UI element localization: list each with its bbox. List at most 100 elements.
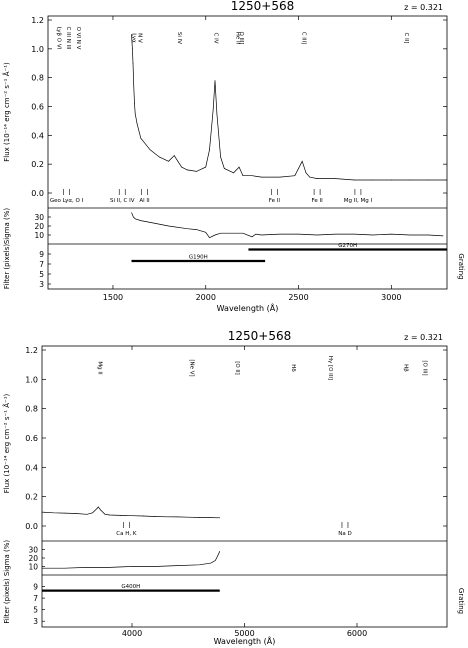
emission-line-label: C III N III bbox=[65, 27, 71, 50]
emission-line-label: [O II] bbox=[234, 361, 240, 375]
flux-data-point bbox=[196, 171, 197, 172]
flux-y-tick-label: 1.2 bbox=[31, 16, 44, 25]
flux-data-point bbox=[309, 176, 311, 178]
flux-data-point bbox=[210, 517, 212, 518]
x-tick-label: 1500 bbox=[103, 293, 123, 302]
flux-y-tick-label: 0.4 bbox=[31, 131, 44, 140]
flux-data-point bbox=[316, 178, 318, 179]
sigma-axis-label: Sigma (%) bbox=[3, 208, 11, 245]
flux-data-point bbox=[301, 160, 303, 162]
absorption-line-label: Ca H, K bbox=[116, 531, 137, 537]
flux-y-tick-label: 0.6 bbox=[25, 434, 38, 443]
flux-data-point bbox=[136, 123, 138, 125]
sigma-line bbox=[131, 212, 444, 239]
flux-data-point bbox=[131, 515, 133, 517]
flux-data-point bbox=[205, 166, 207, 168]
emission-line-label: [Ne V] bbox=[189, 359, 195, 376]
flux-data-point bbox=[154, 516, 155, 517]
plot-frame bbox=[41, 345, 448, 628]
absorption-line-label: Geo Lyα, O I bbox=[50, 198, 84, 204]
absorption-line-label: Fe II bbox=[311, 198, 323, 204]
emission-line-label: Si IV bbox=[176, 32, 182, 44]
absorption-line-label: Na D bbox=[338, 531, 351, 537]
absorption-marker bbox=[123, 522, 130, 528]
flux-data-point bbox=[149, 149, 151, 151]
flux-y-tick-label: 1.0 bbox=[31, 45, 44, 54]
flux-data-point bbox=[233, 172, 234, 174]
flux-data-point bbox=[165, 516, 167, 518]
x-axis-label: Wavelength (Å) bbox=[217, 302, 279, 313]
grating-name-label: G190H bbox=[189, 255, 208, 261]
filter-y-tick-label: 7 bbox=[39, 260, 44, 269]
flux-data-point bbox=[104, 513, 106, 515]
flux-data-point bbox=[132, 62, 134, 64]
flux-data-point bbox=[86, 513, 88, 515]
x-tick-label: 3000 bbox=[381, 293, 401, 302]
x-tick-label: 4000 bbox=[122, 629, 142, 638]
flux-data-point bbox=[251, 175, 253, 177]
flux-data-point bbox=[64, 512, 65, 514]
flux-data-point bbox=[142, 515, 144, 517]
sigma-y-tick-label: 30 bbox=[34, 213, 44, 222]
x-tick-label: 2000 bbox=[196, 293, 216, 302]
flux-data-point bbox=[294, 175, 296, 177]
emission-line-label: [O III] bbox=[421, 360, 427, 375]
flux-y-tick-label: 1.0 bbox=[25, 375, 38, 384]
flux-data-point bbox=[109, 514, 110, 516]
flux-data-point bbox=[446, 179, 448, 181]
flux-data-point bbox=[181, 166, 182, 168]
absorption-line-label: Si II, C IV bbox=[110, 198, 135, 204]
absorption-marker bbox=[118, 189, 126, 195]
spectrum-chart-uv: 1250+568 z = 0.321 0.0 0.2 0.4 0.6 0.8 1.0 1.2 Fl… bbox=[2, 0, 465, 313]
flux-data-point bbox=[409, 179, 411, 181]
filter-axis-label: Filter (pixels) bbox=[3, 244, 11, 290]
sigma-y-tick-label: 20 bbox=[34, 222, 44, 231]
flux-data-point bbox=[428, 179, 429, 181]
emission-line-label: O VI N V bbox=[75, 27, 81, 50]
flux-y-tick-label: 1.2 bbox=[25, 346, 38, 355]
absorption-line-label: Al II bbox=[139, 198, 150, 204]
flux-data-point bbox=[261, 176, 262, 178]
flux-data-point bbox=[199, 517, 200, 518]
flux-y-tick-label: 0.8 bbox=[31, 74, 44, 83]
sigma-y-tick-label: 10 bbox=[28, 563, 38, 572]
flux-data-point bbox=[390, 179, 392, 181]
redshift-label: z = 0.321 bbox=[404, 333, 443, 342]
flux-data-point bbox=[186, 169, 188, 171]
filter-y-tick-label: 7 bbox=[33, 594, 38, 603]
absorption-marker bbox=[313, 189, 321, 195]
grating-axis-label: Grating bbox=[457, 253, 465, 279]
absorption-marker bbox=[141, 189, 148, 195]
flux-data-point bbox=[353, 179, 355, 181]
flux-data-point bbox=[158, 156, 160, 158]
flux-y-tick-label: 0.4 bbox=[25, 463, 38, 472]
flux-data-point bbox=[92, 512, 93, 514]
flux-data-point bbox=[97, 506, 99, 508]
flux-data-point bbox=[305, 172, 307, 174]
flux-y-tick-label: 0.6 bbox=[31, 103, 44, 112]
flux-data-point bbox=[212, 109, 214, 110]
filter-y-tick-label: 5 bbox=[39, 270, 44, 279]
grating-name-label: G400H bbox=[121, 584, 140, 590]
flux-data-point bbox=[133, 84, 135, 86]
emission-line-label: Lyβ O VI bbox=[55, 27, 61, 50]
flux-data-point bbox=[214, 80, 216, 81]
flux-data-point bbox=[216, 113, 218, 115]
flux-data-point bbox=[223, 168, 225, 169]
flux-data-point bbox=[41, 511, 43, 513]
filter-y-tick-label: 3 bbox=[39, 280, 44, 289]
emission-line-label: Lyα bbox=[131, 33, 137, 43]
emission-line-label: C II] bbox=[403, 33, 409, 44]
sigma-y-tick-label: 10 bbox=[34, 231, 44, 240]
sigma-y-tick-label: 30 bbox=[28, 546, 38, 555]
flux-spectrum-line bbox=[131, 34, 447, 181]
flux-data-point bbox=[168, 160, 169, 162]
flux-axis-label: Flux (10⁻¹⁴ erg cm⁻² s⁻¹ Å⁻¹) bbox=[2, 62, 11, 162]
absorption-marker bbox=[341, 522, 349, 528]
x-tick-label: 6000 bbox=[347, 629, 367, 638]
sigma-axis-label: Sigma (%) bbox=[3, 540, 11, 577]
absorption-line-label: Mg II, Mg I bbox=[344, 198, 373, 204]
flux-data-point bbox=[335, 178, 337, 179]
flux-data-point bbox=[134, 113, 136, 115]
